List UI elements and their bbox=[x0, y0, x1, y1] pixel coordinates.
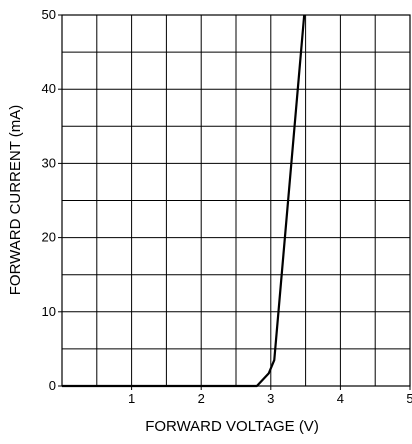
x-axis-title: FORWARD VOLTAGE (V) bbox=[145, 418, 319, 435]
y-tick-label: 10 bbox=[42, 304, 56, 319]
series-layer bbox=[62, 14, 306, 388]
x-tick-label: 1 bbox=[128, 391, 135, 406]
series-line-forward-current bbox=[62, 14, 306, 388]
grid-lines bbox=[62, 15, 410, 386]
x-tick-label: 3 bbox=[267, 391, 274, 406]
x-tick-label: 2 bbox=[198, 391, 205, 406]
y-tick-label: 20 bbox=[42, 230, 56, 245]
y-tick-label: 30 bbox=[42, 155, 56, 170]
y-tick-label: 50 bbox=[42, 7, 56, 22]
y-axis-title: FORWARD CURRENT (mA) bbox=[7, 105, 24, 296]
y-tick-label: 0 bbox=[49, 378, 56, 393]
x-tick-labels: 1 2 3 4 5 bbox=[128, 391, 412, 406]
x-tick-label: 4 bbox=[337, 391, 344, 406]
x-tick-label: 5 bbox=[406, 391, 412, 406]
y-tick-labels: 0 10 20 30 40 50 bbox=[42, 7, 56, 393]
y-tick-label: 40 bbox=[42, 81, 56, 96]
